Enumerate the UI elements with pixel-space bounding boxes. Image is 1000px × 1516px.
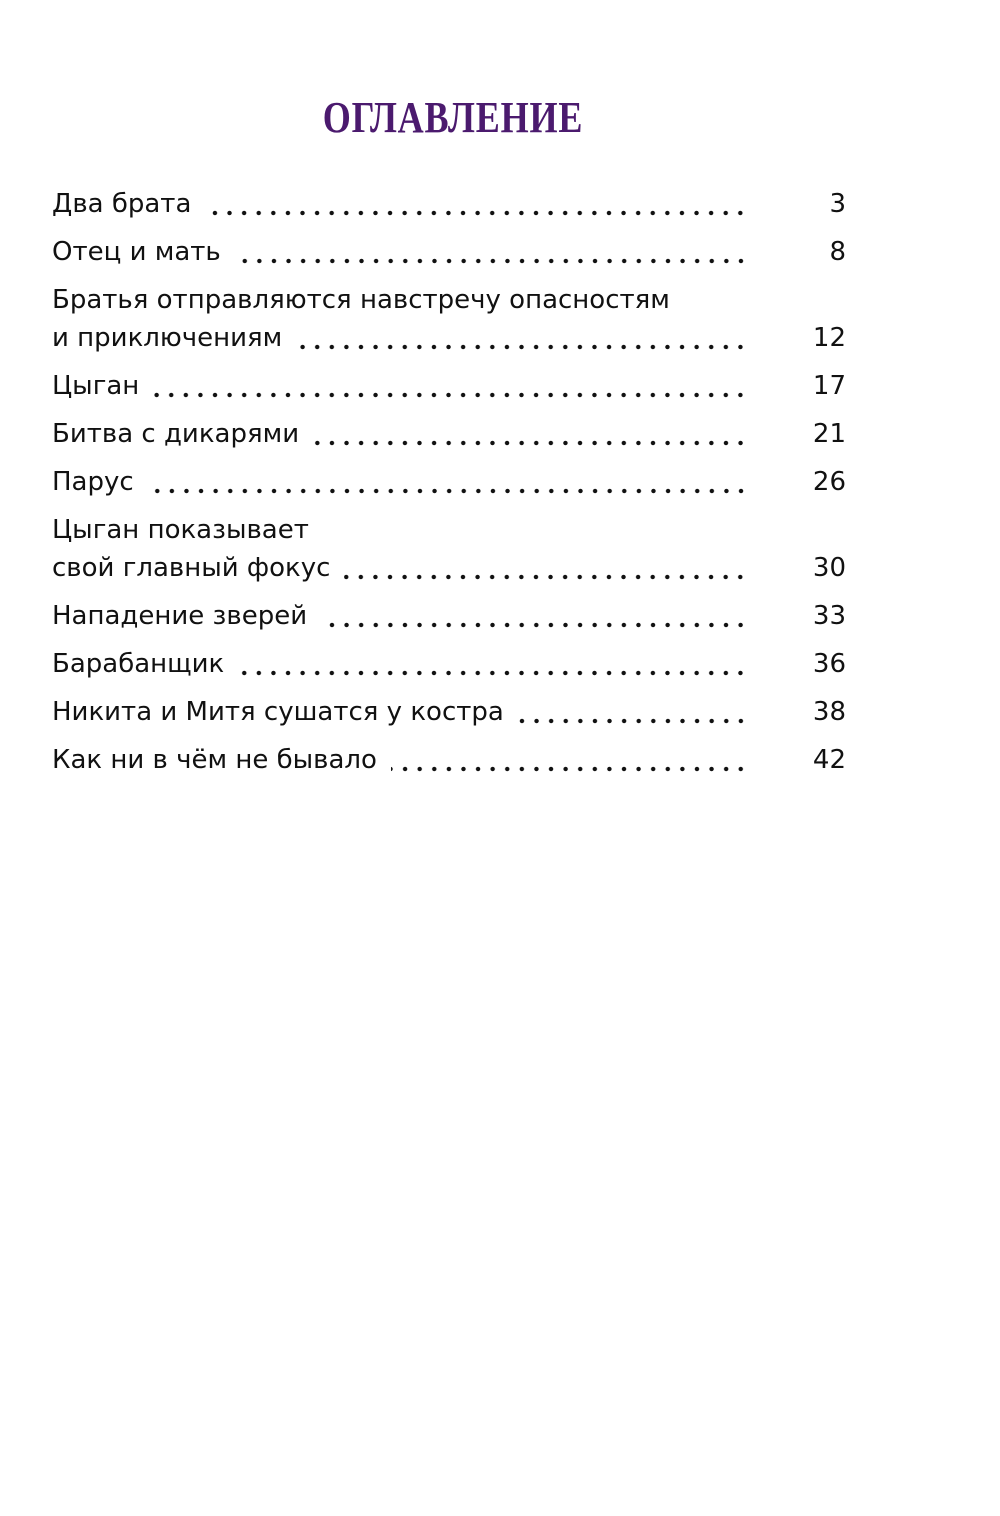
page-number: 3 <box>829 189 846 219</box>
dot-leader <box>344 549 748 587</box>
title: ОГЛАВЛЕНИЕ <box>322 93 584 142</box>
table-of-contents: Два брата 3 Отец и мать 8 Братья отправляютс… <box>52 185 846 789</box>
page-number: 36 <box>812 649 846 679</box>
entry-title: и приключениям <box>52 323 283 353</box>
dot-leader <box>321 597 748 635</box>
page-number: 30 <box>812 553 846 583</box>
page-number: 26 <box>812 467 846 497</box>
toc-entry: Два брата 3 <box>52 185 846 223</box>
entry-title: Отец и мать <box>52 237 221 267</box>
toc-line: Братья отправляются навстречу опасностям <box>52 281 846 319</box>
page-number: 33 <box>812 601 846 631</box>
entry-title: Никита и Митя сушатся у костра <box>52 697 504 727</box>
entry-title: Два брата <box>52 189 192 219</box>
entry-title: свой главный фокус <box>52 553 331 583</box>
toc-line: Нападение зверей 33 <box>52 597 846 635</box>
page-number: 42 <box>812 745 846 775</box>
toc-entry: Цыган показывает свой главный фокус 30 <box>52 511 846 587</box>
entry-title: Барабанщик <box>52 649 225 679</box>
dot-leader <box>153 367 748 405</box>
toc-entry: Барабанщик 36 <box>52 645 846 683</box>
page-number: 17 <box>812 371 846 401</box>
dot-leader <box>205 185 748 223</box>
toc-line: Цыган показывает <box>52 511 846 549</box>
toc-entry: Нападение зверей 33 <box>52 597 846 635</box>
toc-entry: Никита и Митя сушатся у костра 38 <box>52 693 846 731</box>
toc-line: Никита и Митя сушатся у костра 38 <box>52 693 846 731</box>
toc-line: Два брата 3 <box>52 185 846 223</box>
entry-title: Братья отправляются навстречу опасностям <box>52 285 670 315</box>
toc-line: Как ни в чём не бывало 42 <box>52 741 846 779</box>
page-number: 12 <box>812 323 846 353</box>
entry-title: Цыган показывает <box>52 515 309 545</box>
toc-entry: Цыган 17 <box>52 367 846 405</box>
toc-line: Парус 26 <box>52 463 846 501</box>
dot-leader <box>517 693 748 731</box>
dot-leader <box>147 463 748 501</box>
dot-leader <box>390 741 748 779</box>
toc-line: Битва с дикарями 21 <box>52 415 846 453</box>
dot-leader <box>296 319 748 357</box>
entry-title: Цыган <box>52 371 140 401</box>
dot-leader <box>234 233 748 271</box>
toc-entry: Парус 26 <box>52 463 846 501</box>
toc-line: и приключениям 12 <box>52 319 846 357</box>
entry-title: Как ни в чём не бывало <box>52 745 377 775</box>
toc-line: Отец и мать 8 <box>52 233 846 271</box>
toc-entry: Отец и мать 8 <box>52 233 846 271</box>
toc-line: свой главный фокус 30 <box>52 549 846 587</box>
page-number: 38 <box>812 697 846 727</box>
toc-entry: Как ни в чём не бывало 42 <box>52 741 846 779</box>
dot-leader <box>238 645 748 683</box>
toc-entry: Битва с дикарями 21 <box>52 415 846 453</box>
page-number: 21 <box>812 419 846 449</box>
page-number: 8 <box>829 237 846 267</box>
entry-title: Парус <box>52 467 134 497</box>
toc-line: Барабанщик 36 <box>52 645 846 683</box>
toc-entry: Братья отправляются навстречу опасностям… <box>52 281 846 357</box>
entry-title: Нападение зверей <box>52 601 308 631</box>
toc-line: Цыган 17 <box>52 367 846 405</box>
entry-title: Битва с дикарями <box>52 419 300 449</box>
dot-leader <box>313 415 748 453</box>
